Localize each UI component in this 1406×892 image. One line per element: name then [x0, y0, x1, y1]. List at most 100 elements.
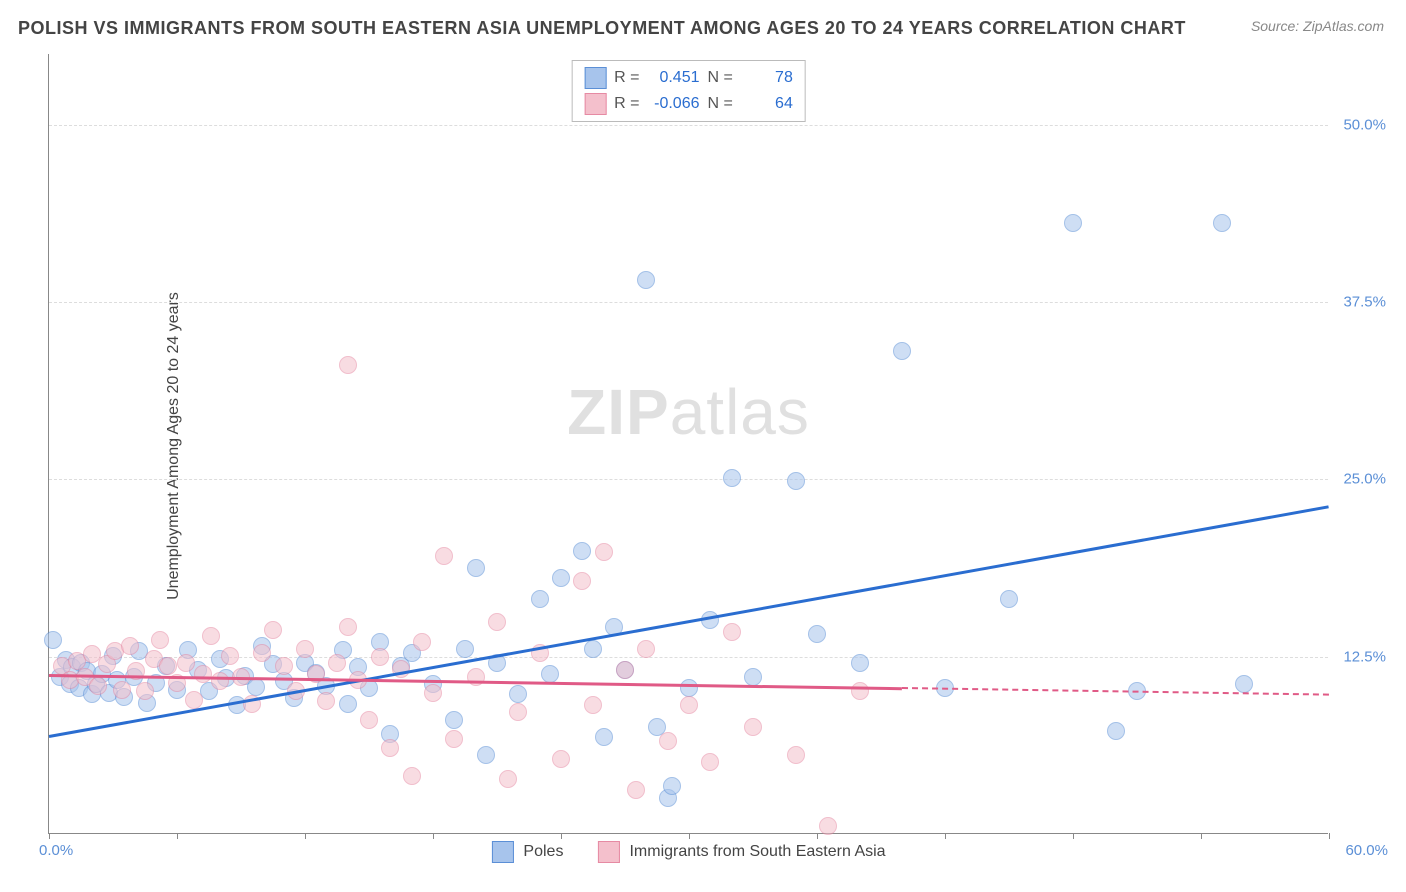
- data-point: [159, 657, 177, 675]
- series-legend: Poles Immigrants from South Eastern Asia: [491, 841, 885, 863]
- data-point: [403, 767, 421, 785]
- data-point: [445, 730, 463, 748]
- data-point: [328, 654, 346, 672]
- data-point: [723, 469, 741, 487]
- y-tick-label: 12.5%: [1343, 648, 1386, 665]
- legend-swatch-series1: [584, 67, 606, 89]
- data-point: [221, 647, 239, 665]
- n-value-2: 64: [741, 95, 793, 113]
- data-point: [531, 590, 549, 608]
- data-point: [552, 569, 570, 587]
- data-point: [616, 661, 634, 679]
- data-point: [637, 640, 655, 658]
- r-value-2: -0.066: [648, 95, 700, 113]
- data-point: [185, 691, 203, 709]
- y-tick-label: 37.5%: [1343, 294, 1386, 311]
- gridline: [49, 657, 1328, 658]
- x-tick: [1329, 833, 1330, 839]
- data-point: [296, 640, 314, 658]
- data-point: [44, 631, 62, 649]
- data-point: [744, 668, 762, 686]
- data-point: [1235, 675, 1253, 693]
- x-tick: [817, 833, 818, 839]
- legend-row-series1: R = 0.451 N = 78: [584, 65, 793, 91]
- data-point: [595, 728, 613, 746]
- data-point: [584, 696, 602, 714]
- gridline: [49, 302, 1328, 303]
- data-point: [121, 637, 139, 655]
- data-point: [595, 543, 613, 561]
- chart-title: POLISH VS IMMIGRANTS FROM SOUTH EASTERN …: [18, 18, 1186, 39]
- correlation-legend: R = 0.451 N = 78 R = -0.066 N = 64: [571, 60, 806, 122]
- x-tick: [1073, 833, 1074, 839]
- data-point: [627, 781, 645, 799]
- data-point: [509, 703, 527, 721]
- data-point: [1000, 590, 1018, 608]
- n-value-1: 78: [741, 69, 793, 87]
- data-point: [552, 750, 570, 768]
- x-tick: [945, 833, 946, 839]
- gridline: [49, 125, 1328, 126]
- data-point: [264, 621, 282, 639]
- data-point: [253, 644, 271, 662]
- data-point: [424, 684, 442, 702]
- data-point: [637, 271, 655, 289]
- data-point: [499, 770, 517, 788]
- data-point: [339, 356, 357, 374]
- data-point: [663, 777, 681, 795]
- x-axis-min-label: 0.0%: [39, 842, 73, 859]
- data-point: [744, 718, 762, 736]
- data-point: [808, 625, 826, 643]
- scatter-plot: ZIPatlas R = 0.451 N = 78 R = -0.066 N =…: [48, 54, 1328, 834]
- legend-row-series2: R = -0.066 N = 64: [584, 91, 793, 117]
- x-tick: [433, 833, 434, 839]
- x-tick: [305, 833, 306, 839]
- data-point: [573, 542, 591, 560]
- data-point: [339, 695, 357, 713]
- y-tick-label: 25.0%: [1343, 471, 1386, 488]
- r-value-1: 0.451: [648, 69, 700, 87]
- n-label-1: N =: [708, 69, 733, 87]
- legend-label-series2: Immigrants from South Eastern Asia: [629, 843, 885, 861]
- data-point: [202, 627, 220, 645]
- data-point: [381, 739, 399, 757]
- data-point: [680, 696, 698, 714]
- n-label-2: N =: [708, 95, 733, 113]
- data-point: [317, 692, 335, 710]
- data-point: [445, 711, 463, 729]
- data-point: [659, 732, 677, 750]
- data-point: [339, 618, 357, 636]
- data-point: [467, 559, 485, 577]
- data-point: [819, 817, 837, 835]
- x-tick: [177, 833, 178, 839]
- data-point: [787, 746, 805, 764]
- data-point: [1064, 214, 1082, 232]
- data-point: [371, 648, 389, 666]
- data-point: [275, 657, 293, 675]
- x-axis-max-label: 60.0%: [1345, 842, 1388, 859]
- data-point: [701, 753, 719, 771]
- watermark-zip: ZIP: [567, 376, 670, 448]
- legend-label-series1: Poles: [523, 843, 563, 861]
- data-point: [541, 665, 559, 683]
- data-point: [851, 682, 869, 700]
- watermark-atlas: atlas: [670, 376, 810, 448]
- data-point: [194, 665, 212, 683]
- data-point: [787, 472, 805, 490]
- data-point: [488, 613, 506, 631]
- trend-line-extrapolated: [902, 687, 1329, 696]
- x-tick: [561, 833, 562, 839]
- data-point: [113, 681, 131, 699]
- data-point: [89, 677, 107, 695]
- data-point: [151, 631, 169, 649]
- data-point: [851, 654, 869, 672]
- watermark: ZIPatlas: [567, 375, 810, 449]
- data-point: [477, 746, 495, 764]
- gridline: [49, 479, 1328, 480]
- legend-swatch-bottom-1: [491, 841, 513, 863]
- data-point: [360, 711, 378, 729]
- x-tick: [1201, 833, 1202, 839]
- r-label-1: R =: [614, 69, 639, 87]
- source-label: Source: ZipAtlas.com: [1251, 18, 1384, 34]
- data-point: [211, 672, 229, 690]
